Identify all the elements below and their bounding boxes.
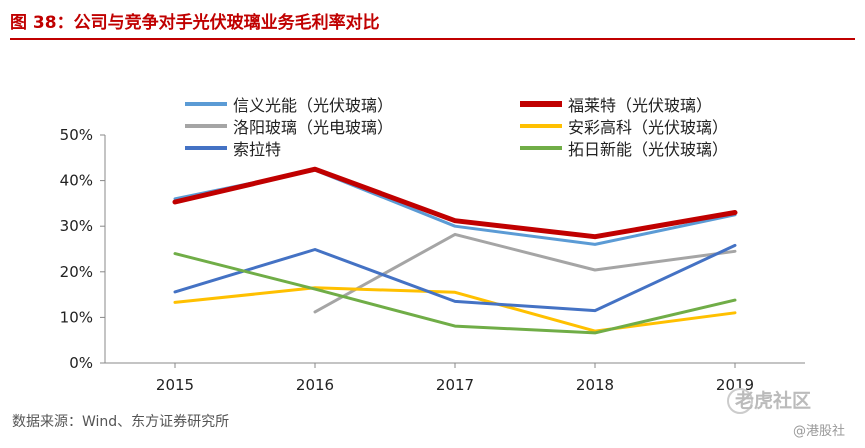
y-tick-label: 50% [60, 126, 93, 144]
x-tick-label: 2015 [156, 376, 194, 394]
legend-label: 信义光能（光伏玻璃） [233, 96, 394, 115]
series-line-6 [173, 252, 737, 335]
legend-swatch [520, 101, 562, 107]
series-line-2 [172, 166, 738, 240]
x-tick-label: 2017 [436, 376, 474, 394]
y-tick-label: 0% [69, 354, 93, 372]
y-tick-label: 40% [60, 172, 93, 190]
watermark-text: 老虎社区 [735, 390, 812, 412]
watermark-logo-icon [727, 388, 753, 414]
x-tick-label: 2018 [576, 376, 614, 394]
y-tick-label: 20% [60, 263, 93, 281]
series-line-3 [313, 232, 737, 314]
legend-item-6: 拓日新能（光伏玻璃） [520, 136, 728, 160]
y-tick-label: 10% [60, 308, 93, 326]
y-tick-label: 30% [60, 217, 93, 235]
title-divider [10, 38, 855, 40]
legend-item-1: 信义光能（光伏玻璃） [185, 92, 393, 116]
legend-item-2: 福莱特（光伏玻璃） [520, 92, 712, 116]
legend-swatch [185, 124, 227, 128]
legend-label: 安彩高科（光伏玻璃） [568, 118, 729, 137]
legend-label: 索拉特 [233, 140, 282, 159]
figure-title: 图 38：公司与竞争对手光伏玻璃业务毛利率对比 [10, 13, 380, 33]
legend-swatch [185, 102, 227, 106]
series-line-5 [173, 243, 737, 313]
legend-label: 福莱特（光伏玻璃） [568, 96, 713, 115]
legend-swatch [520, 146, 562, 150]
legend-swatch [185, 146, 227, 150]
legend-item-3: 洛阳玻璃（光电玻璃） [185, 114, 393, 138]
legend-item-4: 安彩高科（光伏玻璃） [520, 114, 728, 138]
watermark-subtext: @港股社 [793, 424, 846, 439]
legend-label: 洛阳玻璃（光电玻璃） [233, 118, 394, 137]
legend-swatch [520, 124, 562, 128]
series-line-4 [173, 286, 737, 333]
legend-item-5: 索拉特 [185, 136, 281, 160]
legend-label: 拓日新能（光伏玻璃） [568, 140, 729, 159]
x-tick-label: 2016 [296, 376, 334, 394]
source-note: 数据来源：Wind、东方证券研究所 [12, 414, 230, 430]
